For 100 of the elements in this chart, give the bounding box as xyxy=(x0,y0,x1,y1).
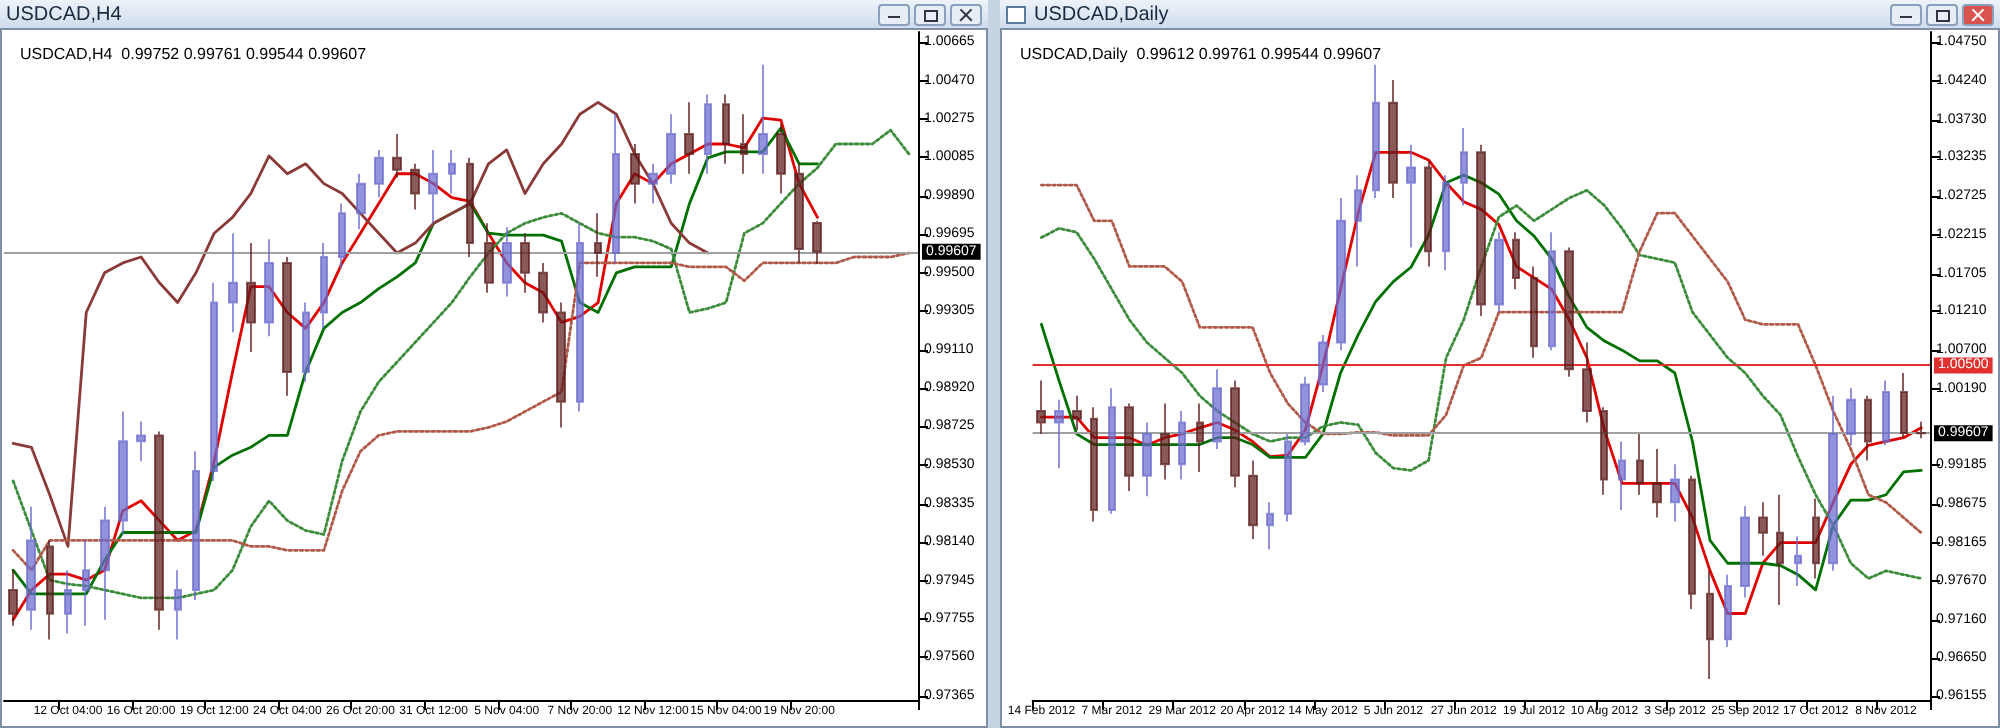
candlestick xyxy=(812,220,822,266)
candlestick xyxy=(100,505,110,621)
candlestick xyxy=(1090,406,1098,523)
candlestick xyxy=(192,450,200,601)
candlestick xyxy=(1758,501,1768,557)
candlestick xyxy=(1442,174,1450,272)
candlestick xyxy=(1372,63,1380,199)
candlestick xyxy=(776,123,786,195)
candlestick xyxy=(1476,143,1486,317)
candlestick xyxy=(630,142,640,205)
candlestick xyxy=(1724,573,1732,648)
candlestick xyxy=(8,569,18,627)
candlestick xyxy=(520,232,530,294)
candlestick xyxy=(1776,493,1784,607)
candlestick xyxy=(722,93,730,165)
candlestick xyxy=(1336,196,1346,352)
candlestick xyxy=(338,202,346,270)
text: USDCAD,Daily 0.99612 0.99761 0.99544 0.99607 xyxy=(1020,45,1383,63)
candlestick xyxy=(1494,231,1504,314)
candlestick xyxy=(1424,160,1432,268)
candlestick xyxy=(246,242,256,354)
candlestick xyxy=(210,281,218,482)
candlestick xyxy=(1582,341,1592,424)
candlestick xyxy=(1248,459,1258,540)
candlestick xyxy=(1460,126,1468,207)
candlestick xyxy=(118,410,128,536)
candlestick xyxy=(1072,394,1082,432)
candlestick xyxy=(1142,421,1152,498)
candlestick xyxy=(1212,368,1222,451)
candlestick xyxy=(1124,402,1134,492)
candlestick xyxy=(448,148,456,195)
candlestick xyxy=(1828,394,1838,572)
candlestick xyxy=(46,539,54,641)
candlestick xyxy=(1530,265,1538,359)
candlestick xyxy=(556,301,566,429)
candlestick xyxy=(1564,246,1574,378)
candlestick xyxy=(1636,432,1644,496)
candlestick xyxy=(64,569,72,635)
candlestick xyxy=(1266,501,1274,551)
candlestick xyxy=(1196,402,1204,473)
candlestick xyxy=(1882,379,1890,447)
line-series xyxy=(11,251,911,572)
candlestick xyxy=(576,222,584,413)
candlestick xyxy=(392,133,402,179)
candlestick xyxy=(374,148,384,199)
text: USDCAD,H4 0.99752 0.99761 0.99544 0.99607 xyxy=(20,45,368,63)
candlestick xyxy=(1300,375,1310,447)
candlestick xyxy=(684,101,694,175)
candlestick xyxy=(410,162,420,211)
candlestick xyxy=(1230,379,1240,489)
candlestick xyxy=(1618,440,1626,511)
candlestick xyxy=(1900,372,1908,439)
candlestick xyxy=(1600,406,1608,496)
candlestick xyxy=(1512,231,1520,291)
line-series xyxy=(11,100,710,548)
candlestick xyxy=(82,539,90,627)
candlestick xyxy=(1108,387,1116,515)
candlestick xyxy=(538,261,548,324)
candlestick xyxy=(1178,410,1186,481)
chart-title: USDCAD,Daily xyxy=(1034,3,1169,25)
candlestick xyxy=(1864,394,1872,462)
candlestick xyxy=(758,63,768,175)
candlestick xyxy=(1706,569,1714,680)
candlestick xyxy=(502,226,512,298)
candlestick xyxy=(320,242,328,330)
candlestick xyxy=(1688,474,1696,610)
candlestick xyxy=(302,301,310,383)
candlestick xyxy=(356,172,366,231)
candlestick xyxy=(612,113,620,264)
candlestick xyxy=(666,113,676,185)
chart-title: USDCAD,H4 xyxy=(6,3,122,25)
candlestick xyxy=(26,505,36,631)
candlestick xyxy=(794,162,804,264)
candlestick xyxy=(1846,387,1856,447)
candlestick xyxy=(1284,432,1292,523)
candlestick xyxy=(154,430,164,631)
candlestick xyxy=(1406,143,1416,249)
candlestick xyxy=(1652,448,1662,519)
candlestick xyxy=(594,212,602,278)
candlestick xyxy=(1794,535,1802,588)
candlestick xyxy=(1318,333,1328,394)
candlestick xyxy=(1670,463,1680,523)
candlestick xyxy=(428,148,438,225)
candlestick xyxy=(136,420,146,463)
candlestick xyxy=(1740,505,1750,599)
candlestick xyxy=(740,113,748,175)
candlestick xyxy=(1160,402,1170,481)
candlestick xyxy=(466,156,474,258)
candlestick xyxy=(1388,79,1398,199)
candlestick xyxy=(174,569,182,641)
candlestick xyxy=(484,222,494,294)
candlestick xyxy=(264,238,274,338)
candlestick xyxy=(704,93,712,175)
candlestick xyxy=(282,255,292,397)
candlestick xyxy=(1354,174,1362,268)
candlestick xyxy=(1812,497,1820,580)
candlestick xyxy=(1036,379,1046,435)
candlestick xyxy=(1916,420,1926,440)
candlestick xyxy=(1054,398,1064,470)
candlestick xyxy=(1548,231,1556,352)
